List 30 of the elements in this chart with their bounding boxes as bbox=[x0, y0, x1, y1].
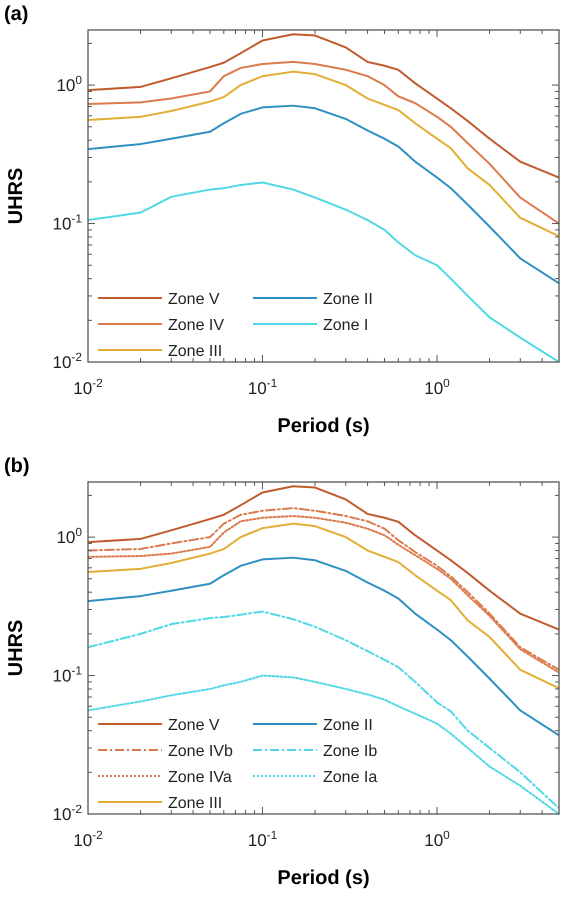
y-tick-label: 10$^{0}$ bbox=[56, 73, 82, 96]
legend-label: Zone V bbox=[168, 291, 220, 308]
chart-title: (b) bbox=[4, 455, 30, 477]
x-tick-label: 10$^{0}$ bbox=[424, 376, 450, 398]
chart-title: (a) bbox=[4, 3, 28, 25]
legend-label: Zone III bbox=[168, 795, 222, 812]
legend-label: Zone IV bbox=[168, 317, 224, 334]
x-tick-label: 10$^{-1}$ bbox=[248, 376, 278, 398]
y-tick-label: 10$^{0}$ bbox=[56, 525, 82, 548]
legend-label: Zone Ib bbox=[323, 743, 378, 760]
legend-label: Zone IVa bbox=[168, 769, 232, 786]
y-tick-label: 10$^{-1}$ bbox=[52, 664, 82, 686]
x-axis-title: Period (s) bbox=[277, 415, 370, 437]
y-tick-label: 10$^{-2}$ bbox=[52, 802, 82, 824]
y-tick-label: 10$^{-2}$ bbox=[52, 350, 82, 372]
x-tick-label: 10$^{-2}$ bbox=[73, 828, 104, 850]
legend-label: Zone V bbox=[168, 717, 220, 734]
legend-label: Zone III bbox=[168, 343, 222, 360]
x-axis-title: Period (s) bbox=[277, 867, 370, 889]
legend-label: Zone IVb bbox=[168, 743, 234, 760]
legend-label: Zone I bbox=[323, 317, 368, 334]
legend-label: Zone II bbox=[323, 291, 373, 308]
x-tick-label: 10$^{-2}$ bbox=[73, 376, 104, 398]
y-tick-label: 10$^{-1}$ bbox=[52, 212, 82, 234]
legend-label: Zone Ia bbox=[323, 769, 378, 786]
y-axis-title: UHRS bbox=[5, 168, 27, 224]
x-tick-label: 10$^{-1}$ bbox=[248, 828, 278, 850]
legend-label: Zone II bbox=[323, 717, 373, 734]
y-axis-title: UHRS bbox=[5, 620, 27, 676]
x-tick-label: 10$^{0}$ bbox=[424, 828, 450, 850]
